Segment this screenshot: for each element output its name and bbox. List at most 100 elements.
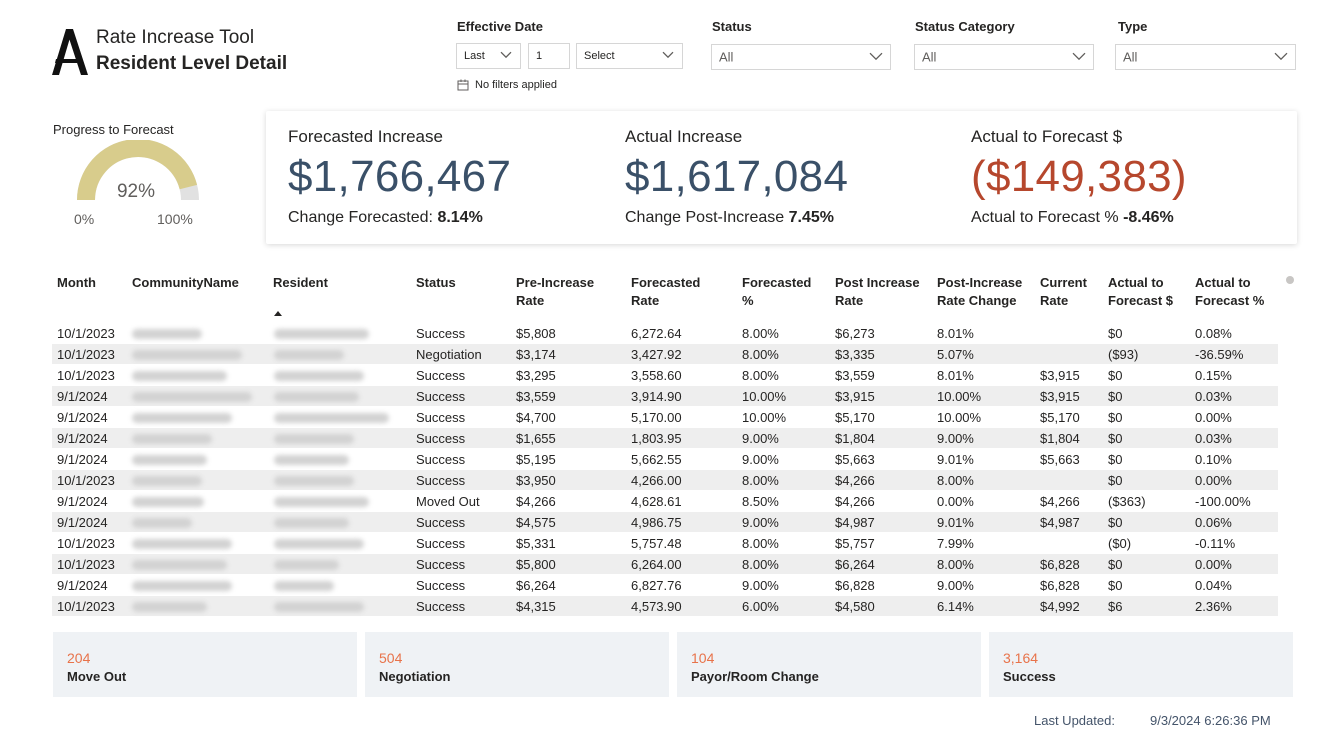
cell-pre-increase-rate: $4,700	[516, 410, 556, 425]
cell-post-increase-rate: $4,266	[835, 494, 875, 509]
kpi-sub-label: Change Post-Increase	[625, 209, 785, 226]
col-forecasted-rate[interactable]: Forecasted Rate	[631, 275, 701, 308]
redacted-community-name	[132, 434, 212, 444]
col-community-name[interactable]: CommunityName	[132, 275, 239, 290]
kpi-sub-value: 7.45%	[788, 209, 835, 226]
table-row[interactable]: 10/1/2023 Success $5,331 5,757.48 8.00% $5,75…	[52, 532, 1278, 553]
cell-actual-to-forecast-dollar: $0	[1108, 326, 1123, 341]
table-row[interactable]: 9/1/2024 Success $1,655 1,803.95 9.00% $1,804…	[52, 427, 1278, 448]
table-row[interactable]: 10/1/2023 Success $5,808 6,272.64 8.00% $6,27…	[52, 322, 1278, 343]
cell-pre-increase-rate: $3,559	[516, 389, 556, 404]
date-count-value: 1	[536, 50, 543, 62]
cell-actual-to-forecast-pct: 0.15%	[1195, 368, 1232, 383]
col-post-increase-rate-change[interactable]: Post-Increase Rate Change	[937, 275, 1023, 308]
cell-actual-to-forecast-pct: 0.00%	[1195, 557, 1232, 572]
cell-forecasted-pct: 8.00%	[742, 536, 779, 551]
col-post-increase-rate[interactable]: Post Increase Rate	[835, 275, 920, 308]
type-filter-value: All	[1123, 49, 1138, 65]
col-status[interactable]: Status	[416, 275, 456, 290]
cell-current-rate: $4,987	[1040, 515, 1080, 530]
cell-forecasted-pct: 9.00%	[742, 452, 779, 467]
gauge-min-label: 0%	[74, 211, 95, 227]
cell-actual-to-forecast-dollar: $0	[1108, 431, 1123, 446]
kpi-sub-label: Actual to Forecast %	[971, 209, 1119, 226]
cell-post-increase-rate: $5,663	[835, 452, 875, 467]
date-count-input[interactable]: 1	[528, 43, 570, 69]
cell-forecasted-rate: 4,573.90	[631, 599, 682, 614]
cell-actual-to-forecast-pct: 0.06%	[1195, 515, 1232, 530]
cell-actual-to-forecast-pct: 0.00%	[1195, 473, 1232, 488]
status-card-success[interactable]: 3,164 Success	[989, 632, 1293, 697]
table-row[interactable]: 9/1/2024 Success $4,700 5,170.00 10.00% $5,17…	[52, 406, 1278, 427]
table-row[interactable]: 10/1/2023 Success $3,295 3,558.60 8.00% $3,55…	[52, 364, 1278, 385]
gauge-title: Progress to Forecast	[53, 122, 174, 137]
table-row[interactable]: 9/1/2024 Success $3,559 3,914.90 10.00% $3,91…	[52, 385, 1278, 406]
cell-post-increase-rate-change: 10.00%	[937, 389, 982, 404]
date-period-dropdown[interactable]: Last	[456, 43, 521, 69]
cell-actual-to-forecast-dollar: $6	[1108, 599, 1123, 614]
table-row[interactable]: 10/1/2023 Success $4,315 4,573.90 6.00% $4,58…	[52, 595, 1278, 616]
kpi-sub: Actual to Forecast % -8.46%	[971, 209, 1174, 227]
cell-month: 9/1/2024	[57, 389, 108, 404]
col-month[interactable]: Month	[57, 275, 96, 290]
cell-actual-to-forecast-dollar: ($0)	[1108, 536, 1132, 551]
cell-month: 9/1/2024	[57, 452, 108, 467]
cell-current-rate: $4,992	[1040, 599, 1080, 614]
status-card-payor-room-change[interactable]: 104 Payor/Room Change	[677, 632, 981, 697]
status-card-move-out[interactable]: 204 Move Out	[53, 632, 357, 697]
status-category-filter-dropdown[interactable]: All	[914, 44, 1094, 70]
table-row[interactable]: 10/1/2023 Negotiation $3,174 3,427.92 8.00% $…	[52, 343, 1278, 364]
status-card-negotiation[interactable]: 504 Negotiation	[365, 632, 669, 697]
cell-status: Success	[416, 599, 466, 614]
cell-post-increase-rate: $5,757	[835, 536, 875, 551]
status-category-filter-value: All	[922, 49, 937, 65]
cell-forecasted-rate: 3,914.90	[631, 389, 682, 404]
table-row[interactable]: 10/1/2023 Success $5,800 6,264.00 8.00% $6,26…	[52, 553, 1278, 574]
filter-status: No filters applied	[457, 79, 557, 91]
table-row[interactable]: 10/1/2023 Success $3,950 4,266.00 8.00% $4,26…	[52, 469, 1278, 490]
cell-pre-increase-rate: $4,266	[516, 494, 556, 509]
status-count: 504	[379, 650, 403, 666]
cell-post-increase-rate: $4,580	[835, 599, 875, 614]
cell-forecasted-rate: 3,427.92	[631, 347, 682, 362]
redacted-resident-name	[274, 476, 354, 486]
cell-post-increase-rate: $1,804	[835, 431, 875, 446]
cell-actual-to-forecast-pct: -100.00%	[1195, 494, 1251, 509]
redacted-community-name	[132, 413, 232, 423]
cell-month: 10/1/2023	[57, 536, 115, 551]
col-forecasted-pct[interactable]: Forecasted%	[742, 275, 812, 308]
cell-forecasted-pct: 9.00%	[742, 578, 779, 593]
cell-pre-increase-rate: $3,174	[516, 347, 556, 362]
progress-gauge	[77, 140, 199, 201]
table-row[interactable]: 9/1/2024 Success $4,575 4,986.75 9.00% $4,987…	[52, 511, 1278, 532]
cell-post-increase-rate: $3,559	[835, 368, 875, 383]
cell-post-increase-rate: $4,266	[835, 473, 875, 488]
col-current-rate[interactable]: Current Rate	[1040, 275, 1087, 308]
gauge-value: 92%	[116, 181, 156, 202]
scrollbar-thumb[interactable]	[1286, 276, 1294, 284]
chevron-down-icon	[500, 51, 512, 59]
date-unit-dropdown[interactable]: Select	[576, 43, 683, 69]
table-row[interactable]: 9/1/2024 Success $5,195 5,662.55 9.00% $5,663…	[52, 448, 1278, 469]
cell-post-increase-rate-change: 7.99%	[937, 536, 974, 551]
table-row[interactable]: 9/1/2024 Moved Out $4,266 4,628.61 8.50% $4,2…	[52, 490, 1278, 511]
table-row[interactable]: 9/1/2024 Success $6,264 6,827.76 9.00% $6,828…	[52, 574, 1278, 595]
cell-actual-to-forecast-pct: 0.08%	[1195, 326, 1232, 341]
page-title: Resident Level Detail	[96, 53, 288, 74]
type-filter-dropdown[interactable]: All	[1115, 44, 1296, 70]
col-actual-to-forecast-dollar[interactable]: Actual to Forecast $	[1108, 275, 1174, 308]
cell-forecasted-rate: 1,803.95	[631, 431, 682, 446]
col-pre-increase-rate[interactable]: Pre-Increase Rate	[516, 275, 595, 308]
kpi-value: $1,617,084	[625, 152, 849, 201]
col-resident[interactable]: Resident	[273, 275, 328, 290]
cell-post-increase-rate-change: 10.00%	[937, 410, 982, 425]
cell-current-rate: $5,170	[1040, 410, 1080, 425]
cell-month: 10/1/2023	[57, 473, 115, 488]
status-filter-dropdown[interactable]: All	[711, 44, 891, 70]
redacted-resident-name	[274, 560, 339, 570]
cell-forecasted-rate: 4,628.61	[631, 494, 682, 509]
col-actual-to-forecast-pct[interactable]: Actual to Forecast %	[1195, 275, 1265, 308]
company-logo-icon	[52, 29, 88, 75]
cell-forecasted-rate: 5,170.00	[631, 410, 682, 425]
status-filter-label: Status	[712, 19, 752, 34]
